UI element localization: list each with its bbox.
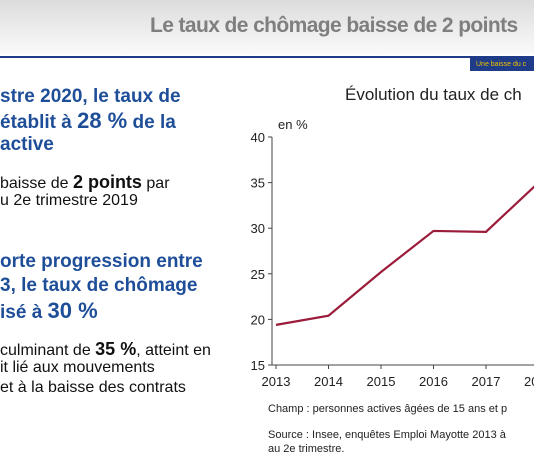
x-tick-label: 2018	[524, 374, 534, 389]
text: orte progression entre	[0, 251, 203, 272]
data-line	[275, 185, 534, 326]
text-line: orte progression entre	[0, 251, 203, 273]
text: 28 %	[77, 108, 128, 133]
text: it lié aux mouvements	[0, 359, 155, 376]
text-line: isé à 30 %	[0, 298, 98, 324]
text: 30 %	[47, 298, 98, 323]
text: u 2e trimestre 2019	[0, 192, 138, 209]
note: au 2e trimestre.	[268, 443, 344, 455]
x-tick-label: 2013	[262, 374, 291, 389]
x-tick-label: 2017	[472, 374, 501, 389]
y-tick-label: 20	[251, 312, 265, 327]
slide-title: Le taux de chômage baisse de 2 points	[150, 14, 518, 37]
note: Source : Insee, enquêtes Emploi Mayotte …	[268, 429, 507, 441]
text: stre 2020, le taux de	[0, 86, 181, 107]
text: , atteint en	[136, 342, 211, 359]
x-tick-label: 2016	[419, 374, 448, 389]
text-line: it lié aux mouvements	[0, 359, 155, 377]
chart-title: Évolution du taux de ch	[345, 85, 522, 104]
text: et à la baisse des contrats	[0, 379, 186, 396]
note: Champ : personnes actives âgées de 15 an…	[268, 403, 507, 415]
y-tick-label: 25	[251, 267, 265, 282]
rule	[0, 56, 534, 58]
text-line: baisse de 2 points par	[0, 172, 170, 193]
text-line: culminant de 35 %, atteint en	[0, 339, 211, 360]
y-tick-label: 30	[251, 221, 265, 236]
y-axis-label: en %	[278, 117, 308, 132]
text: active	[0, 134, 54, 155]
text-line: u 2e trimestre 2019	[0, 192, 138, 210]
text-line: stre 2020, le taux de	[0, 86, 181, 108]
y-tick-label: 15	[251, 358, 265, 373]
text-line: 3, le taux de chômage	[0, 275, 197, 297]
y-tick-label: 35	[251, 176, 265, 191]
text: 35 %	[95, 339, 137, 359]
x-tick-label: 2015	[367, 374, 396, 389]
y-tick-label: 40	[251, 130, 265, 145]
text: isé à	[0, 302, 48, 323]
text-line: active	[0, 134, 54, 156]
text-line: établit à 28 % de la	[0, 108, 176, 134]
text: établit à	[0, 112, 78, 133]
x-tick-label: 2014	[314, 374, 343, 389]
text: 3, le taux de chômage	[0, 275, 198, 296]
text: de la	[127, 112, 176, 133]
header	[0, 0, 534, 54]
banner: Une baisse du c	[470, 58, 534, 71]
text: baisse de	[0, 175, 73, 192]
text: par	[141, 175, 170, 192]
text-line: et à la baisse des contrats	[0, 379, 186, 397]
text: 2 points	[72, 172, 142, 192]
text: culminant de	[0, 342, 96, 359]
